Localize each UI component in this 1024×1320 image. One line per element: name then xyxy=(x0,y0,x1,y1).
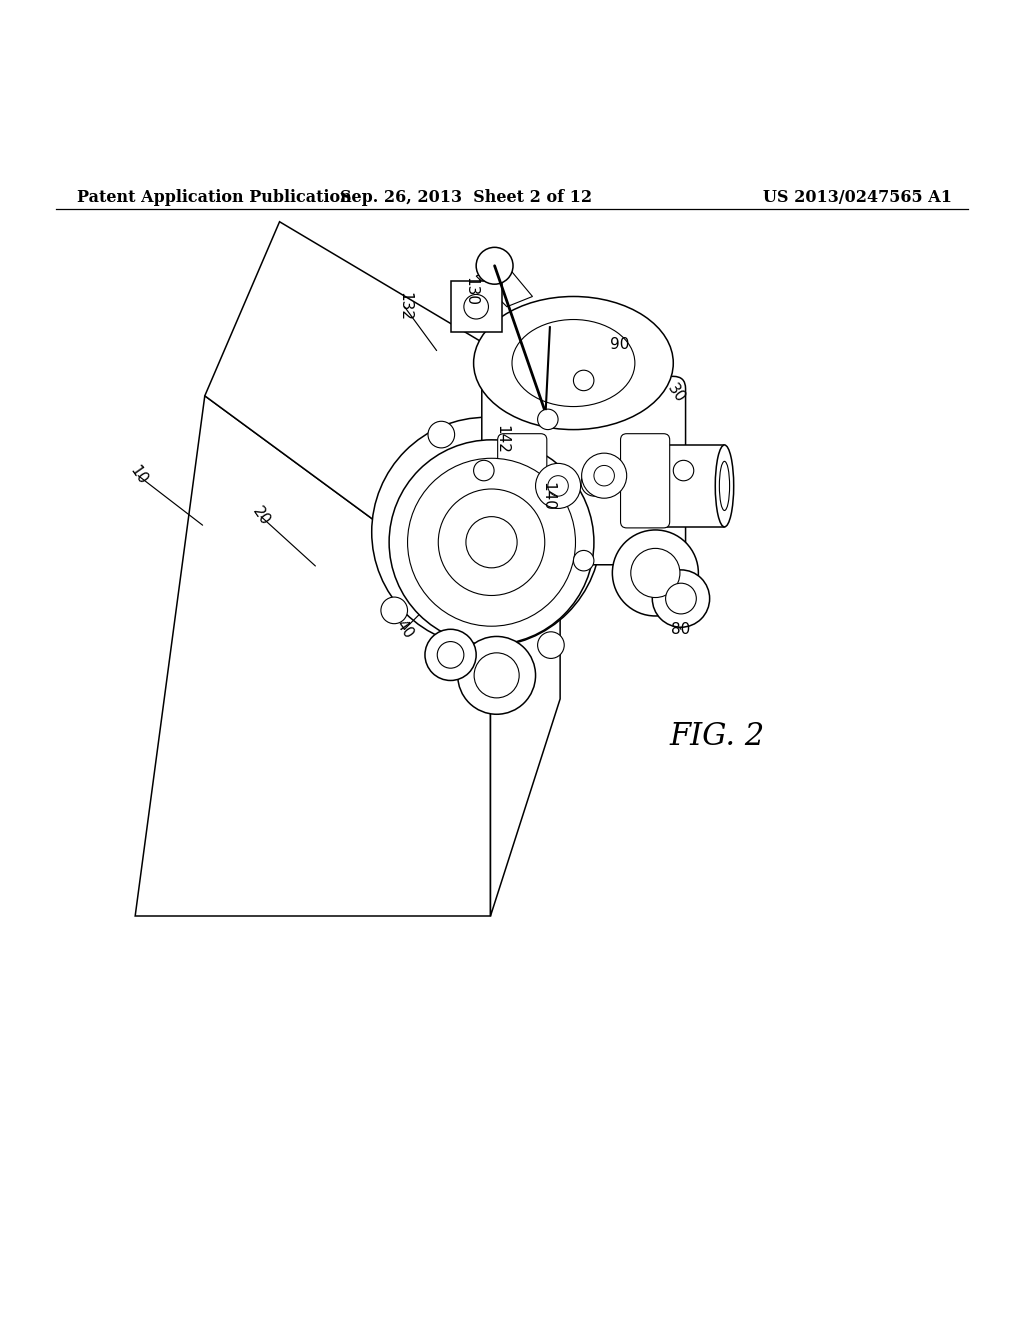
Text: FIG. 2: FIG. 2 xyxy=(669,721,765,752)
Circle shape xyxy=(458,636,536,714)
Text: Patent Application Publication: Patent Application Publication xyxy=(77,189,351,206)
Ellipse shape xyxy=(473,297,674,429)
Circle shape xyxy=(474,653,519,698)
Circle shape xyxy=(674,461,694,480)
Text: 80: 80 xyxy=(672,622,690,636)
FancyBboxPatch shape xyxy=(498,434,547,528)
Circle shape xyxy=(437,642,464,668)
Circle shape xyxy=(536,463,581,508)
Polygon shape xyxy=(476,265,532,306)
Polygon shape xyxy=(650,445,725,527)
Circle shape xyxy=(381,597,408,623)
Circle shape xyxy=(538,632,564,659)
Circle shape xyxy=(573,370,594,391)
Circle shape xyxy=(582,453,627,498)
Text: 132: 132 xyxy=(397,292,412,321)
Circle shape xyxy=(428,421,455,447)
Circle shape xyxy=(438,488,545,595)
Text: 10: 10 xyxy=(127,463,150,488)
Circle shape xyxy=(372,417,601,647)
Text: 142: 142 xyxy=(495,425,509,454)
Text: US 2013/0247565 A1: US 2013/0247565 A1 xyxy=(763,189,952,206)
Circle shape xyxy=(573,550,594,572)
Circle shape xyxy=(666,583,696,614)
Text: 30: 30 xyxy=(665,381,687,407)
Circle shape xyxy=(631,548,680,598)
Circle shape xyxy=(408,458,575,626)
FancyBboxPatch shape xyxy=(482,376,686,565)
Circle shape xyxy=(548,475,568,496)
Circle shape xyxy=(466,516,517,568)
Circle shape xyxy=(612,529,698,616)
Circle shape xyxy=(581,470,607,496)
Circle shape xyxy=(476,247,513,284)
Ellipse shape xyxy=(715,445,733,527)
Polygon shape xyxy=(490,388,560,916)
Text: 20: 20 xyxy=(250,504,272,529)
Text: 90: 90 xyxy=(610,337,629,352)
Circle shape xyxy=(474,461,495,480)
Circle shape xyxy=(464,294,488,319)
Ellipse shape xyxy=(512,319,635,407)
Polygon shape xyxy=(205,222,560,606)
Circle shape xyxy=(594,466,614,486)
Polygon shape xyxy=(451,281,502,333)
FancyBboxPatch shape xyxy=(621,434,670,528)
Circle shape xyxy=(652,570,710,627)
Text: 40: 40 xyxy=(393,616,416,642)
Ellipse shape xyxy=(719,462,729,511)
Circle shape xyxy=(425,630,476,681)
Circle shape xyxy=(538,409,558,429)
Text: Sep. 26, 2013  Sheet 2 of 12: Sep. 26, 2013 Sheet 2 of 12 xyxy=(340,189,592,206)
Circle shape xyxy=(389,440,594,644)
Polygon shape xyxy=(135,396,490,916)
Text: 130: 130 xyxy=(464,277,478,306)
Text: 140: 140 xyxy=(541,482,555,511)
